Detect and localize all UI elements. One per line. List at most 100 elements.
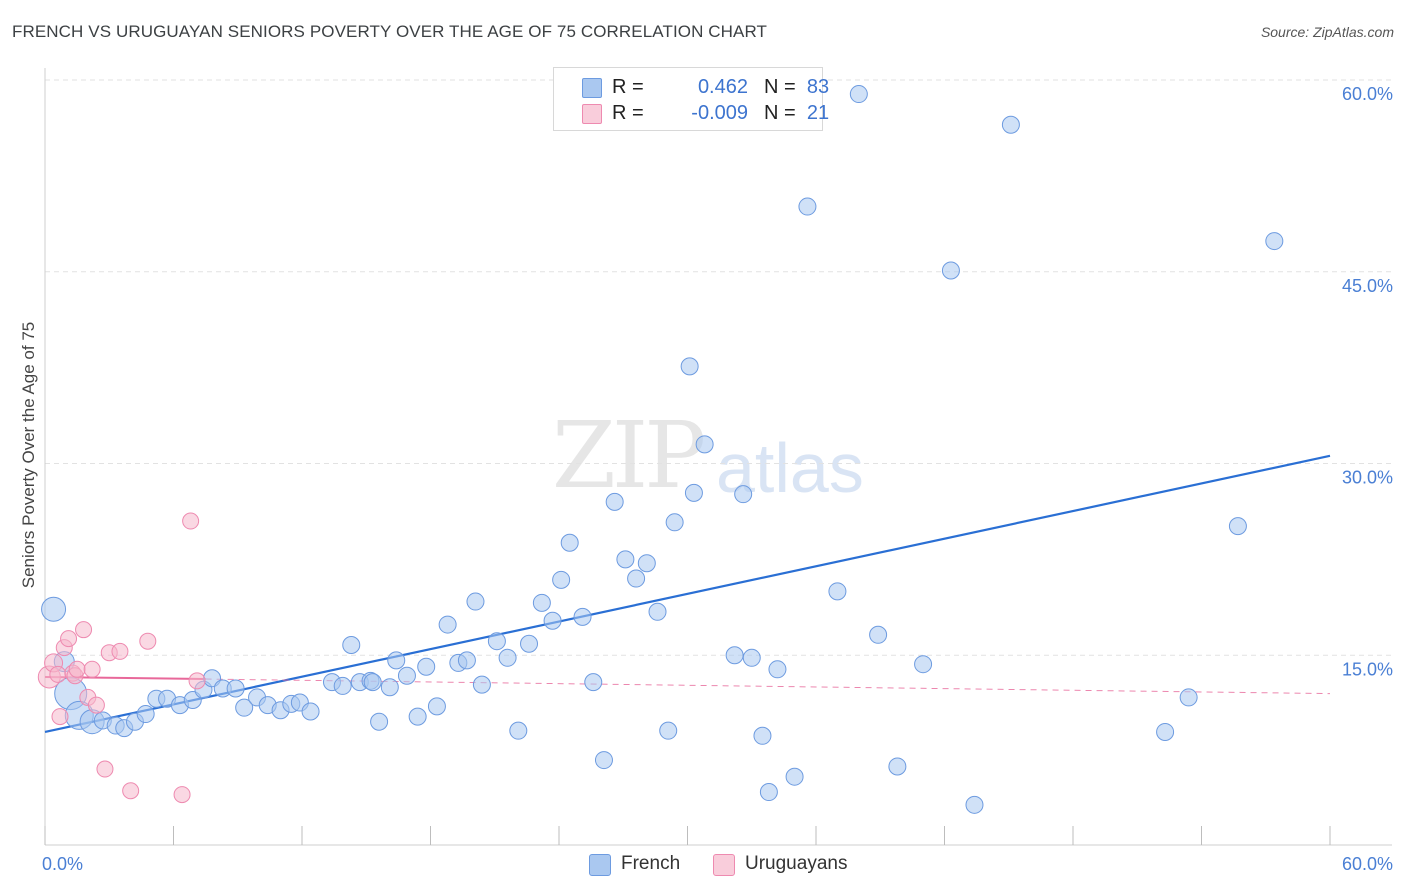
data-point-uruguayans bbox=[111, 642, 129, 660]
data-point-french bbox=[648, 602, 667, 621]
axis-labels: 15.0% 30.0% 45.0% 60.0% 0.0% 60.0% Seniors Pov… bbox=[19, 84, 1393, 874]
data-point-french bbox=[695, 435, 714, 454]
data-point-french bbox=[41, 596, 67, 622]
legend-r-value: 0.462 bbox=[697, 76, 748, 98]
data-point-french bbox=[888, 757, 907, 776]
data-point-french bbox=[725, 646, 744, 665]
data-point-french bbox=[397, 666, 416, 685]
data-point-french bbox=[466, 592, 485, 611]
data-point-uruguayans bbox=[173, 786, 191, 804]
data-point-french bbox=[965, 795, 984, 814]
data-point-uruguayans bbox=[60, 630, 78, 648]
data-point-uruguayans bbox=[122, 782, 140, 800]
bottom-legend-swatch-uruguayans bbox=[713, 854, 735, 876]
data-point-french bbox=[543, 611, 562, 630]
data-point-french bbox=[573, 607, 592, 626]
data-point-french bbox=[1179, 688, 1198, 707]
data-point-french bbox=[680, 357, 699, 376]
data-point-french bbox=[520, 634, 539, 653]
data-point-french bbox=[627, 569, 646, 588]
chart-title: FRENCH VS URUGUAYAN SENIORS POVERTY OVER… bbox=[12, 22, 768, 41]
data-point-french bbox=[1228, 517, 1247, 536]
data-point-french bbox=[552, 570, 571, 589]
data-point-french bbox=[941, 261, 960, 280]
data-point-french bbox=[594, 751, 613, 770]
bottom-legend-label-uruguayans: Uruguayans bbox=[745, 853, 848, 874]
legend-r-label: R = bbox=[612, 102, 644, 124]
y-tick-label: 30.0% bbox=[1342, 468, 1393, 488]
data-point-french bbox=[363, 673, 382, 692]
bottom-legend: French Uruguayans bbox=[0, 852, 1406, 878]
data-point-french bbox=[785, 767, 804, 786]
data-point-french bbox=[616, 550, 635, 569]
data-point-uruguayans bbox=[51, 708, 69, 726]
legend-n-label: N = bbox=[764, 76, 796, 98]
data-points bbox=[37, 85, 1284, 814]
data-point-french bbox=[665, 513, 684, 532]
legend-swatch-uruguayans bbox=[582, 104, 602, 124]
bottom-legend-label-french: French bbox=[621, 853, 681, 874]
legend-r-label: R = bbox=[612, 76, 644, 98]
legend-r-value: -0.009 bbox=[691, 102, 748, 124]
data-point-french bbox=[457, 651, 476, 670]
data-point-french bbox=[759, 783, 778, 802]
data-point-french bbox=[408, 707, 427, 726]
x-tick-label: 60.0% bbox=[1342, 854, 1393, 874]
data-point-french bbox=[560, 533, 579, 552]
data-point-french bbox=[869, 625, 888, 644]
data-point-french bbox=[584, 673, 603, 692]
data-point-french bbox=[342, 636, 361, 655]
source-label: Source: ZipAtlas.com bbox=[1260, 24, 1394, 40]
data-point-french bbox=[828, 582, 847, 601]
trend-line-french bbox=[44, 454, 1331, 734]
legend-swatch-french bbox=[582, 78, 602, 98]
data-point-uruguayans bbox=[188, 672, 206, 690]
data-point-french bbox=[659, 721, 678, 740]
data-point-french bbox=[380, 678, 399, 697]
data-point-french bbox=[1156, 722, 1175, 741]
data-point-french bbox=[753, 726, 772, 745]
grid-lines bbox=[45, 79, 1392, 656]
data-point-uruguayans bbox=[49, 665, 67, 683]
axes bbox=[44, 68, 1392, 846]
data-point-french bbox=[301, 702, 320, 721]
watermark-zip: ZIP bbox=[552, 402, 706, 509]
data-point-french bbox=[370, 712, 389, 731]
data-point-french bbox=[417, 657, 436, 676]
data-point-uruguayans bbox=[139, 632, 157, 650]
data-point-uruguayans bbox=[83, 660, 101, 678]
data-point-french bbox=[427, 697, 446, 716]
bottom-legend-swatch-french bbox=[589, 854, 611, 876]
data-point-french bbox=[742, 648, 761, 667]
data-point-uruguayans bbox=[68, 660, 86, 678]
data-point-french bbox=[472, 675, 491, 694]
data-point-french bbox=[1265, 232, 1284, 251]
data-point-french bbox=[734, 485, 753, 504]
legend-n-value: 21 bbox=[806, 102, 830, 124]
data-point-french bbox=[509, 721, 528, 740]
data-point-french bbox=[226, 679, 245, 698]
data-point-french bbox=[768, 660, 787, 679]
data-point-french bbox=[914, 655, 933, 674]
legend-n-value: 83 bbox=[806, 76, 830, 98]
data-point-french bbox=[235, 698, 254, 717]
data-point-french bbox=[438, 615, 457, 634]
data-point-french bbox=[487, 632, 506, 651]
x-tick-label: 0.0% bbox=[42, 854, 83, 874]
data-point-french bbox=[637, 554, 656, 573]
data-point-uruguayans bbox=[182, 512, 200, 530]
data-point-french bbox=[387, 651, 406, 670]
data-point-uruguayans bbox=[75, 621, 93, 639]
data-point-french bbox=[532, 593, 551, 612]
y-tick-label: 15.0% bbox=[1342, 659, 1393, 679]
y-axis-label: Seniors Poverty Over the Age of 75 bbox=[19, 322, 38, 588]
data-point-french bbox=[136, 705, 155, 724]
legend-n-label: N = bbox=[764, 102, 796, 124]
y-tick-label: 60.0% bbox=[1342, 84, 1393, 104]
legend-box: R = 0.462 N = 83 R = -0.009 N = 21 bbox=[553, 67, 829, 131]
data-point-french bbox=[605, 492, 624, 511]
data-point-french bbox=[333, 676, 352, 695]
y-tick-label: 45.0% bbox=[1342, 276, 1393, 296]
data-point-uruguayans bbox=[96, 760, 114, 778]
